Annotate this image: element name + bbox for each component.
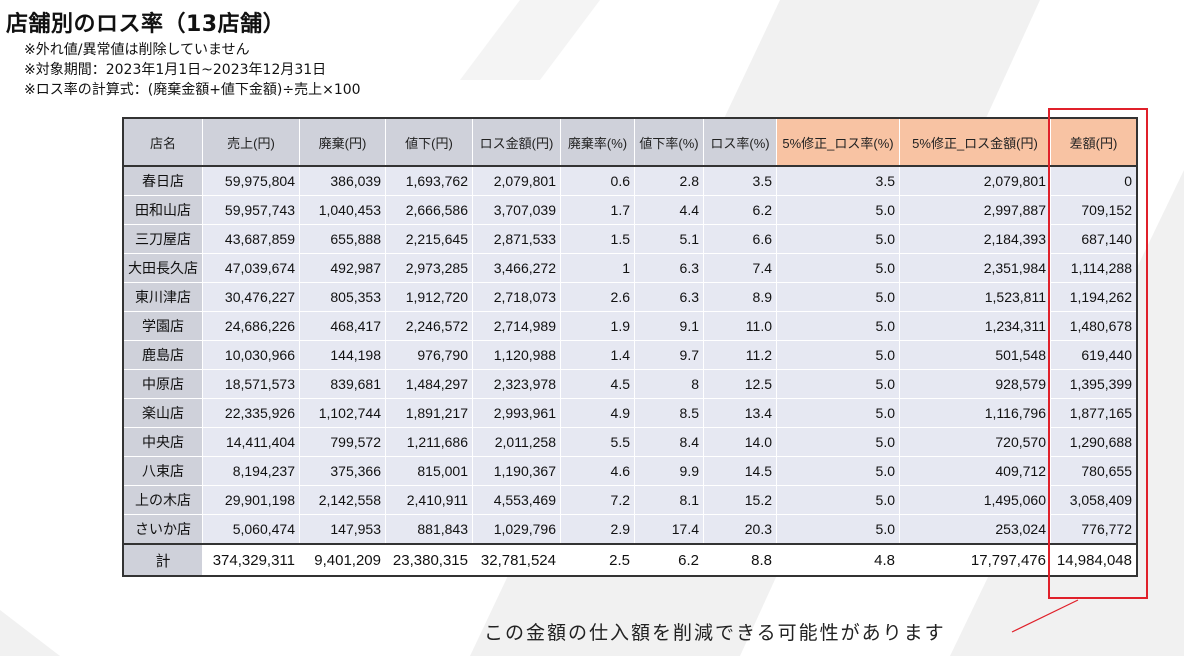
cell-store-name: 三刀屋店 [122,224,203,254]
cell-waste: 1,040,453 [299,195,386,225]
total-sales: 374,329,311 [202,543,300,577]
cell-sales: 10,030,966 [202,340,300,370]
cell-waste: 386,039 [299,166,386,196]
cell-waste: 147,953 [299,514,386,545]
total-markdown: 23,380,315 [385,543,473,577]
cell-store-name: 中原店 [122,369,203,399]
cell-store-name: 上の木店 [122,485,203,515]
cell-store-name: 鹿島店 [122,340,203,370]
cell-markdown: 2,246,572 [385,311,473,341]
cell-store-name: 学園店 [122,311,203,341]
cell-sales: 5,060,474 [202,514,300,545]
notes: ※外れ値/異常値は削除していません ※対象期間：2023年1月1日~2023年1… [24,40,361,100]
cell-markdown: 2,215,645 [385,224,473,254]
cell-waste: 492,987 [299,253,386,283]
cell-store-name: さいか店 [122,514,203,545]
cell-waste: 2,142,558 [299,485,386,515]
cell-store-name: 大田長久店 [122,253,203,283]
cell-sales: 24,686,226 [202,311,300,341]
cell-waste: 375,366 [299,456,386,486]
note-line: ※対象期間：2023年1月1日~2023年12月31日 [24,62,327,78]
total-waste: 9,401,209 [299,543,386,577]
cell-store-name: 春日店 [122,166,203,196]
page-title: 店舗別のロス率（13店舗） [6,12,286,37]
cell-waste: 144,198 [299,340,386,370]
cell-markdown: 881,843 [385,514,473,545]
cell-markdown: 1,211,686 [385,427,473,457]
cell-store-name: 田和山店 [122,195,203,225]
cell-sales: 30,476,227 [202,282,300,312]
col-header-waste: 廃棄(円) [299,118,386,167]
cell-store-name: 八束店 [122,456,203,486]
cell-waste: 1,102,744 [299,398,386,428]
cell-waste: 799,572 [299,427,386,457]
callout-text: この金額の仕入額を削減できる可能性があります [484,622,946,644]
cell-sales: 47,039,674 [202,253,300,283]
cell-store-name: 中央店 [122,427,203,457]
note-line: ※外れ値/異常値は削除していません [24,42,250,58]
cell-waste: 468,417 [299,311,386,341]
cell-markdown: 1,891,217 [385,398,473,428]
cell-waste: 655,888 [299,224,386,254]
cell-sales: 22,335,926 [202,398,300,428]
col-header-sales: 売上(円) [202,118,300,167]
cell-sales: 59,975,804 [202,166,300,196]
cell-markdown: 2,973,285 [385,253,473,283]
cell-markdown: 815,001 [385,456,473,486]
cell-markdown: 976,790 [385,340,473,370]
cell-waste: 839,681 [299,369,386,399]
cell-store-name: 東川津店 [122,282,203,312]
col-header-markdown: 値下(円) [385,118,473,167]
cell-sales: 59,957,743 [202,195,300,225]
note-line: ※ロス率の計算式：(廃棄金額+値下金額)÷売上×100 [24,82,361,98]
cell-waste: 805,353 [299,282,386,312]
cell-markdown: 1,912,720 [385,282,473,312]
cell-markdown: 2,410,911 [385,485,473,515]
col-header-difference: 差額(円) [1050,118,1138,167]
cell-sales: 18,571,573 [202,369,300,399]
cell-sales: 8,194,237 [202,456,300,486]
col-header-store: 店名 [122,118,203,167]
cell-markdown: 2,666,586 [385,195,473,225]
cell-sales: 29,901,198 [202,485,300,515]
cell-sales: 14,411,404 [202,427,300,457]
cell-store-name: 楽山店 [122,398,203,428]
